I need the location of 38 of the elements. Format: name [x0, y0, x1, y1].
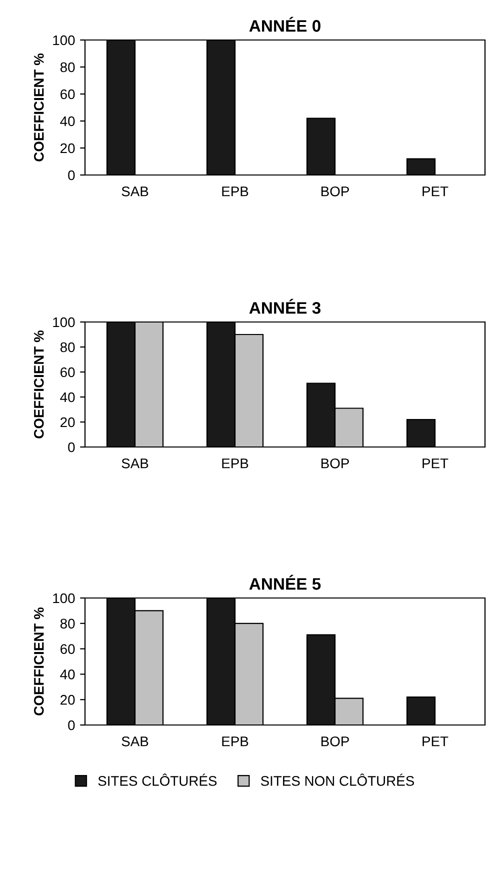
- y-tick-label: 20: [60, 694, 75, 705]
- y-tick-label: 80: [60, 342, 75, 352]
- x-tick-label: BOP: [321, 186, 349, 196]
- y-tick-label: 40: [60, 116, 75, 126]
- y-tick-label: 20: [60, 143, 75, 154]
- x-tick-label: EPB: [222, 458, 248, 468]
- x-tick-label: PET: [422, 736, 448, 746]
- y-tick-label: 60: [60, 89, 75, 100]
- y-tick-label: 60: [60, 644, 75, 654]
- x-tick-label: PET: [422, 186, 448, 196]
- legend-label: SITES NON CLÔTURÉS: [260, 774, 414, 786]
- y-tick-label: 60: [60, 367, 75, 378]
- chart-title: ANNÉE 5: [249, 574, 321, 590]
- y-tick-label: 80: [60, 62, 75, 72]
- chart-title: ANNÉE 3: [249, 298, 321, 314]
- x-tick-label: PET: [422, 458, 448, 468]
- y-axis-title: COEFFICIENT %: [34, 607, 44, 716]
- x-tick-label: SAB: [122, 736, 148, 746]
- y-tick-label: 100: [53, 593, 75, 604]
- chart-title: ANNÉE 0: [249, 16, 320, 32]
- x-tick-label: SAB: [122, 186, 148, 196]
- y-tick-label: 20: [60, 417, 75, 428]
- y-tick-label: 0: [68, 720, 75, 730]
- y-axis-title: COEFFICIENT %: [34, 330, 44, 438]
- y-tick-label: 80: [60, 618, 75, 629]
- x-tick-label: SAB: [122, 458, 148, 468]
- y-tick-label: 40: [60, 392, 75, 402]
- y-tick-label: 40: [60, 670, 75, 680]
- legend-label: SITES CLÔTURÉS: [98, 774, 217, 786]
- x-tick-label: EPB: [222, 186, 248, 196]
- y-tick-label: 0: [68, 170, 75, 180]
- x-tick-label: EPB: [222, 736, 248, 746]
- x-tick-label: BOP: [321, 736, 349, 746]
- x-tick-label: BOP: [321, 458, 349, 468]
- y-tick-label: 100: [53, 317, 75, 328]
- y-tick-label: 100: [53, 35, 75, 46]
- y-axis-title: COEFFICIENT %: [34, 53, 44, 162]
- y-tick-label: 0: [68, 442, 75, 452]
